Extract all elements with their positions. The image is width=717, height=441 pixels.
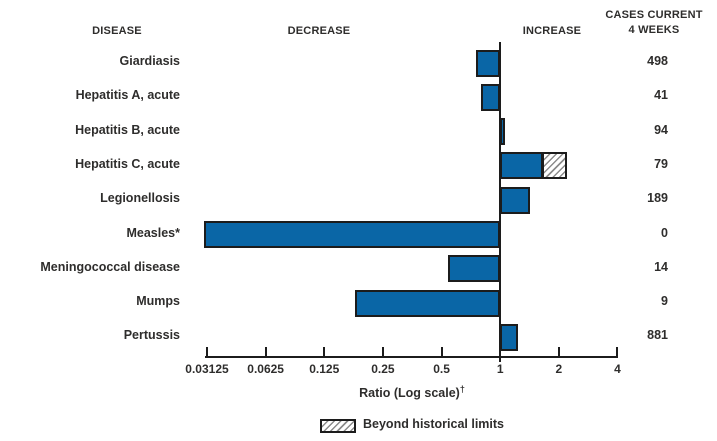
legend-hatched-swatch <box>320 419 356 433</box>
decrease-bar <box>448 255 501 283</box>
column-header-cases-line1: CASES CURRENT <box>605 9 703 21</box>
x-axis-tick <box>381 347 384 356</box>
decrease-bar <box>481 83 501 111</box>
disease-label: Mumps <box>136 294 180 309</box>
x-axis-tick-label: 0.125 <box>309 362 340 376</box>
disease-label: Hepatitis B, acute <box>75 122 180 137</box>
disease-label: Giardiasis <box>119 54 180 68</box>
decrease-bar <box>355 289 501 317</box>
cases-current-value: 9 <box>661 294 668 309</box>
column-header-cases: CASES CURRENT 4 WEEKS <box>596 8 712 38</box>
column-header-decrease: DECREASE <box>287 25 351 37</box>
disease-label: Legionellosis <box>100 191 180 206</box>
cases-current-value: 94 <box>654 122 668 137</box>
decrease-bar <box>203 221 501 248</box>
x-axis-tick <box>206 347 208 356</box>
cases-current-value: 14 <box>654 259 668 274</box>
column-header-increase: INCREASE <box>522 25 582 37</box>
x-axis-tick <box>440 347 443 356</box>
x-axis-tick-label: 4 <box>614 362 621 376</box>
x-axis-label: Ratio (Log scale)† <box>287 384 537 400</box>
x-axis-tick <box>323 347 326 356</box>
disease-label: Hepatitis C, acute <box>75 156 180 171</box>
x-axis-tick-label: 0.25 <box>371 362 395 376</box>
increase-bar <box>500 152 544 180</box>
legend-label: Beyond historical limits <box>363 417 505 431</box>
column-header-disease: DISEASE <box>92 25 142 37</box>
cases-current-value: 0 <box>661 225 668 240</box>
disease-label: Pertussis <box>123 328 180 343</box>
x-axis-tick <box>499 347 502 356</box>
beyond-historical-limits-bar <box>542 152 567 180</box>
cases-current-value: 189 <box>647 191 668 206</box>
increase-bar <box>500 186 531 214</box>
x-axis-tick-label: 1 <box>496 362 504 376</box>
disease-label: Measles* <box>126 225 180 240</box>
cases-current-value: 41 <box>654 88 668 103</box>
disease-label: Hepatitis A, acute <box>75 88 180 103</box>
decrease-bar <box>475 49 501 77</box>
x-axis-tick-label: 0.0625 <box>247 362 284 376</box>
cases-current-value: 881 <box>647 328 668 343</box>
x-axis-label-text: Ratio (Log scale) <box>359 386 460 401</box>
increase-bar <box>500 323 519 351</box>
dagger-footnote-mark: † <box>459 384 465 394</box>
column-header-cases-line2: 4 WEEKS <box>628 24 680 36</box>
x-axis-tick <box>557 347 560 356</box>
x-axis-tick-label: 0.5 <box>433 362 450 376</box>
x-axis-tick <box>616 347 619 356</box>
x-axis-tick <box>264 347 267 356</box>
x-axis-line <box>205 356 618 359</box>
cases-current-value: 498 <box>647 54 668 68</box>
x-axis-tick-label: 0.03125 <box>185 362 229 376</box>
cases-current-value: 79 <box>654 156 668 171</box>
baseline-ratio-1 <box>499 42 502 362</box>
x-axis-tick-label: 2 <box>555 362 563 376</box>
disease-label: Meningococcal disease <box>40 259 180 274</box>
